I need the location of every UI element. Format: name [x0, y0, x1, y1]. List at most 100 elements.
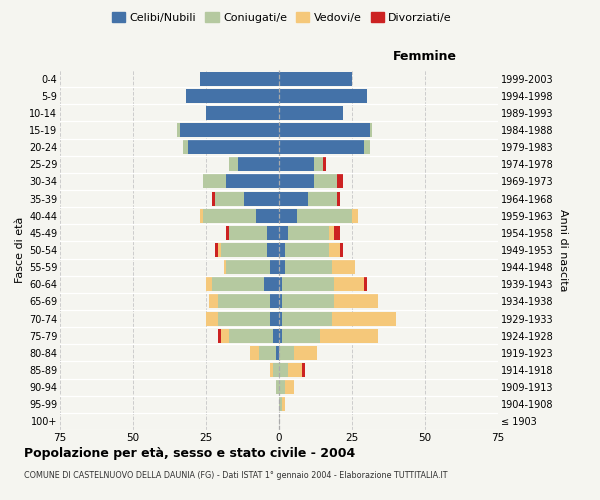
Bar: [332, 260, 355, 274]
Bar: [206, 312, 218, 326]
Bar: [276, 346, 279, 360]
Bar: [226, 260, 270, 274]
Bar: [259, 346, 276, 360]
Bar: [273, 328, 279, 342]
Bar: [279, 106, 343, 120]
Bar: [279, 294, 282, 308]
Bar: [279, 363, 288, 377]
Bar: [282, 312, 332, 326]
Bar: [364, 278, 367, 291]
Bar: [279, 312, 282, 326]
Bar: [282, 328, 320, 342]
Bar: [279, 123, 370, 137]
Bar: [200, 72, 279, 86]
Y-axis label: Anni di nascita: Anni di nascita: [557, 209, 568, 291]
Bar: [177, 123, 180, 137]
Y-axis label: Fasce di età: Fasce di età: [14, 217, 25, 283]
Bar: [334, 278, 364, 291]
Bar: [279, 72, 352, 86]
Bar: [364, 140, 370, 154]
Bar: [288, 226, 329, 240]
Bar: [218, 312, 270, 326]
Bar: [221, 243, 268, 257]
Bar: [282, 398, 285, 411]
Bar: [314, 174, 337, 188]
Bar: [279, 380, 285, 394]
Bar: [268, 243, 279, 257]
Bar: [226, 174, 279, 188]
Bar: [352, 208, 358, 222]
Bar: [203, 174, 226, 188]
Bar: [279, 278, 282, 291]
Bar: [323, 158, 326, 172]
Bar: [215, 192, 244, 205]
Bar: [279, 328, 282, 342]
Bar: [224, 260, 226, 274]
Bar: [218, 328, 221, 342]
Bar: [209, 294, 218, 308]
Bar: [285, 243, 329, 257]
Bar: [279, 243, 285, 257]
Bar: [282, 278, 334, 291]
Bar: [314, 158, 323, 172]
Bar: [256, 208, 279, 222]
Bar: [229, 158, 238, 172]
Bar: [182, 140, 188, 154]
Bar: [293, 346, 317, 360]
Bar: [206, 278, 212, 291]
Text: Popolazione per età, sesso e stato civile - 2004: Popolazione per età, sesso e stato civil…: [24, 448, 355, 460]
Bar: [229, 226, 268, 240]
Bar: [329, 226, 334, 240]
Bar: [302, 363, 305, 377]
Bar: [370, 123, 373, 137]
Bar: [332, 312, 396, 326]
Bar: [238, 158, 279, 172]
Bar: [279, 174, 314, 188]
Bar: [279, 398, 282, 411]
Bar: [279, 88, 367, 102]
Bar: [265, 278, 279, 291]
Bar: [279, 192, 308, 205]
Bar: [229, 328, 273, 342]
Bar: [282, 294, 334, 308]
Bar: [279, 260, 285, 274]
Bar: [320, 328, 378, 342]
Bar: [279, 226, 288, 240]
Bar: [273, 363, 279, 377]
Bar: [337, 192, 340, 205]
Bar: [180, 123, 279, 137]
Text: Femmine: Femmine: [393, 50, 457, 63]
Bar: [276, 380, 279, 394]
Bar: [206, 106, 279, 120]
Bar: [221, 328, 229, 342]
Bar: [279, 140, 364, 154]
Bar: [203, 208, 256, 222]
Text: COMUNE DI CASTELNUOVO DELLA DAUNIA (FG) - Dati ISTAT 1° gennaio 2004 - Elaborazi: COMUNE DI CASTELNUOVO DELLA DAUNIA (FG) …: [24, 471, 448, 480]
Bar: [268, 226, 279, 240]
Bar: [218, 243, 221, 257]
Bar: [308, 192, 337, 205]
Bar: [279, 208, 296, 222]
Bar: [329, 243, 340, 257]
Bar: [285, 380, 293, 394]
Bar: [215, 243, 218, 257]
Bar: [218, 294, 270, 308]
Bar: [270, 260, 279, 274]
Bar: [212, 278, 265, 291]
Bar: [185, 88, 279, 102]
Legend: Celibi/Nubili, Coniugati/e, Vedovi/e, Divorziati/e: Celibi/Nubili, Coniugati/e, Vedovi/e, Di…: [107, 8, 457, 28]
Bar: [212, 192, 215, 205]
Bar: [270, 312, 279, 326]
Bar: [200, 208, 203, 222]
Bar: [188, 140, 279, 154]
Bar: [340, 243, 343, 257]
Bar: [279, 346, 293, 360]
Bar: [337, 174, 343, 188]
Bar: [288, 363, 302, 377]
Bar: [270, 363, 273, 377]
Bar: [226, 226, 229, 240]
Bar: [250, 346, 259, 360]
Bar: [334, 226, 340, 240]
Bar: [334, 294, 378, 308]
Bar: [270, 294, 279, 308]
